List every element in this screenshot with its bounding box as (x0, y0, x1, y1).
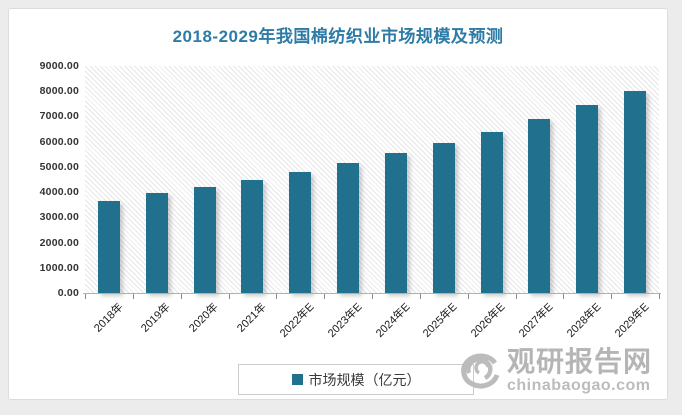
x-axis-tick (372, 294, 373, 299)
x-axis-tick (324, 294, 326, 299)
y-axis-tick-label: 1000.00 (39, 261, 79, 274)
watermark-texts: 观研报告网 chinabaogao.com (507, 346, 653, 395)
legend-marker-square (291, 374, 303, 385)
x-axis-tick (611, 294, 613, 299)
watermark-domain: chinabaogao.com (507, 377, 651, 394)
x-axis-tick (419, 294, 421, 299)
x-axis-tick (85, 294, 86, 299)
x-axis-tick (515, 294, 517, 299)
y-axis-tick-label: 8000.00 (39, 85, 79, 98)
legend-label: 市场规模（亿元） (308, 371, 421, 388)
bar-2027年E (528, 119, 551, 293)
y-axis-tick-label: 7000.00 (39, 110, 79, 123)
x-axis-tick (228, 294, 230, 299)
bar-2026年E (480, 132, 503, 293)
bar-2021年 (241, 180, 264, 293)
plot-area (85, 66, 659, 293)
x-axis-tick (659, 294, 660, 299)
y-axis-tick-label: 2000.00 (39, 236, 79, 249)
y-axis-tick-label: 5000.00 (39, 160, 79, 173)
x-axis-label-anchor: 2029年E (613, 298, 682, 340)
bar-2024年E (384, 153, 407, 293)
bar-2023年E (337, 163, 360, 293)
x-axis-label-anchor: 2020年 (187, 298, 245, 335)
bar-2020年 (193, 187, 216, 293)
x-axis-tick (180, 294, 182, 299)
x-axis-label: 2018年 (91, 301, 126, 335)
x-axis-tick (276, 294, 278, 299)
x-axis-tick (132, 294, 134, 299)
y-axis-tick-label: 0.00 (57, 287, 79, 299)
watermark: 观研报告网 chinabaogao.com (455, 347, 665, 394)
chart-title: 2018-2029年我国棉纺织业市场规模及预测 (172, 27, 504, 46)
x-axis-label-anchor: 2019年 (140, 298, 197, 335)
x-axis-tick (467, 294, 469, 299)
y-axis-tick-label: 9000.00 (39, 60, 79, 72)
x-axis-label-anchor: 2018年 (92, 298, 150, 335)
chart-card: 2018-2029年我国棉纺织业市场规模及预测 9000.00 8000.00 70… (8, 8, 668, 400)
bar-2022年E (289, 171, 312, 293)
x-axis-line (83, 293, 661, 294)
watermark-name: 观研报告网 (507, 346, 653, 377)
y-axis-tick-label: 6000.00 (39, 135, 79, 148)
x-axis-tick (563, 294, 565, 299)
bar-2029年E (624, 91, 647, 293)
y-axis-tick-label: 4000.00 (39, 186, 79, 199)
bar-2019年 (145, 193, 168, 293)
x-axis-label-anchor: 2021年 (235, 298, 293, 335)
y-axis-tick-label: 3000.00 (39, 211, 79, 224)
legend: 市场规模（亿元） (238, 364, 474, 395)
bar-2018年 (97, 200, 120, 293)
bar-2025年E (432, 143, 455, 293)
bar-2028年E (576, 105, 599, 293)
